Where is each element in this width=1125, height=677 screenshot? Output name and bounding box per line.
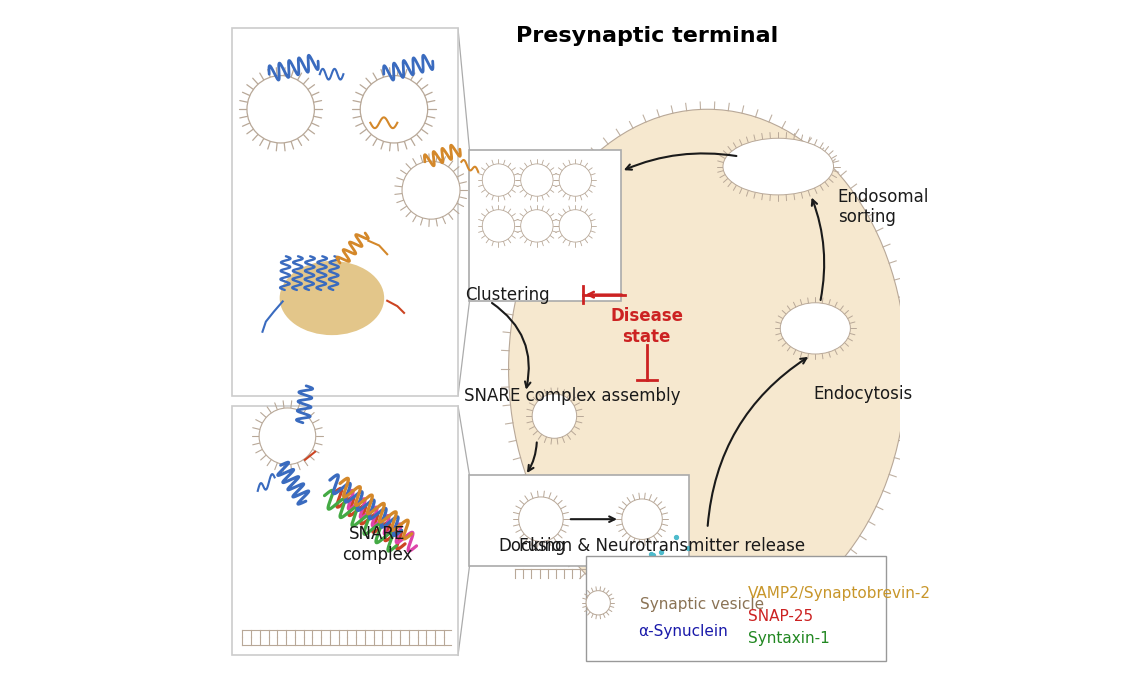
Text: Docking: Docking <box>498 537 566 555</box>
Ellipse shape <box>723 138 834 195</box>
FancyBboxPatch shape <box>586 556 886 661</box>
Text: VAMP2/Synaptobrevin-2: VAMP2/Synaptobrevin-2 <box>748 586 930 601</box>
Circle shape <box>521 210 554 242</box>
Circle shape <box>483 210 514 242</box>
Text: Endosomal
sorting: Endosomal sorting <box>838 188 929 226</box>
FancyBboxPatch shape <box>469 150 621 301</box>
Text: Syntaxin-1: Syntaxin-1 <box>748 631 829 646</box>
Circle shape <box>248 76 314 143</box>
Ellipse shape <box>781 303 850 354</box>
Circle shape <box>559 210 592 242</box>
Circle shape <box>259 408 316 464</box>
FancyBboxPatch shape <box>232 28 458 396</box>
Text: α-Synuclein: α-Synuclein <box>638 624 728 639</box>
Circle shape <box>622 499 663 540</box>
Circle shape <box>360 76 428 143</box>
Text: Synaptic vesicle: Synaptic vesicle <box>640 597 764 612</box>
FancyBboxPatch shape <box>469 475 688 567</box>
Circle shape <box>586 590 611 615</box>
Text: SNARE
complex: SNARE complex <box>342 525 413 563</box>
Circle shape <box>519 497 564 542</box>
Circle shape <box>483 164 514 196</box>
Text: Presynaptic terminal: Presynaptic terminal <box>515 26 777 47</box>
Circle shape <box>559 164 592 196</box>
Text: Fusion & Neurotransmitter release: Fusion & Neurotransmitter release <box>520 537 806 555</box>
Text: SNAP-25: SNAP-25 <box>748 609 813 624</box>
Circle shape <box>532 394 577 438</box>
Text: Endocytosis: Endocytosis <box>813 385 912 403</box>
Ellipse shape <box>280 261 384 335</box>
Text: SNARE complex assembly: SNARE complex assembly <box>465 387 681 405</box>
Ellipse shape <box>508 109 907 628</box>
Text: Clustering: Clustering <box>465 286 549 304</box>
Text: Disease
state: Disease state <box>610 307 683 346</box>
Circle shape <box>521 164 554 196</box>
Circle shape <box>402 161 460 219</box>
FancyBboxPatch shape <box>232 406 458 655</box>
